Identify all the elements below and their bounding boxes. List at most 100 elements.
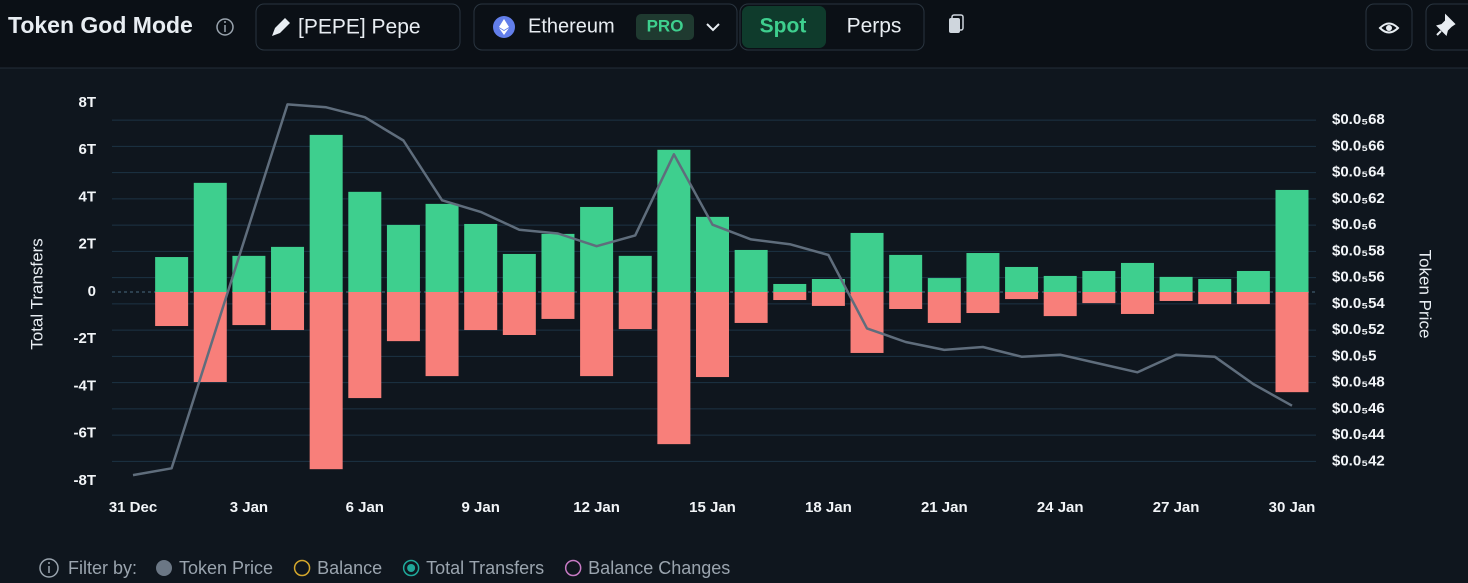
y2-axis-title: Token Price xyxy=(1416,250,1435,339)
y-tick-label: 6T xyxy=(78,141,96,158)
y2-tick-label: $0.0₅62 xyxy=(1332,190,1385,207)
bar xyxy=(348,292,382,399)
bar xyxy=(1005,266,1039,292)
bar xyxy=(193,182,227,292)
bar xyxy=(425,292,459,377)
bar xyxy=(502,253,536,292)
bar xyxy=(618,255,652,292)
filter-info xyxy=(39,558,59,578)
legend-label[interactable]: Balance Changes xyxy=(588,558,730,578)
x-tick-label: 30 Jan xyxy=(1269,499,1316,516)
bar xyxy=(1198,279,1232,292)
y-tick-label: -2T xyxy=(74,330,97,347)
legend-marker[interactable] xyxy=(156,560,173,576)
bar xyxy=(966,253,1000,292)
legend-label[interactable]: Token Price xyxy=(179,558,273,578)
bar xyxy=(1275,189,1309,292)
bar xyxy=(889,254,923,292)
bar xyxy=(1236,292,1270,305)
bar xyxy=(773,283,807,292)
bar xyxy=(386,224,420,292)
pin-button[interactable] xyxy=(1425,3,1468,51)
tab[interactable]: Spot xyxy=(760,15,807,38)
y2-tick-label: $0.0₅58 xyxy=(1332,242,1385,259)
y2-tick-label: $0.0₅64 xyxy=(1332,164,1385,181)
x-tick-label: 21 Jan xyxy=(921,499,968,516)
chain-selector[interactable]: Ethereum PRO xyxy=(473,3,738,51)
x-tick-label: 6 Jan xyxy=(346,499,384,516)
bar xyxy=(271,292,305,331)
legend-label[interactable]: Balance xyxy=(317,558,382,578)
bar xyxy=(1005,292,1039,300)
filter-label: Filter by: xyxy=(68,558,137,578)
x-tick-label: 12 Jan xyxy=(573,499,620,516)
bar xyxy=(1275,292,1309,393)
tab[interactable]: Perps xyxy=(847,15,902,38)
y2-tick-label: $0.0₅66 xyxy=(1332,137,1385,154)
pro-badge: PRO xyxy=(647,16,684,35)
legend-marker[interactable] xyxy=(564,559,582,577)
bar xyxy=(811,279,845,292)
bar xyxy=(1159,292,1193,301)
bar xyxy=(696,292,729,378)
bar xyxy=(502,292,536,335)
bar xyxy=(1159,276,1193,292)
x-tick-label: 9 Jan xyxy=(462,499,500,516)
legend-marker-dot xyxy=(407,564,416,572)
y2-tick-label: $0.0₅56 xyxy=(1332,269,1385,286)
legend-marker[interactable] xyxy=(293,559,311,577)
x-tick-label: 18 Jan xyxy=(805,499,852,516)
chain-name: Ethereum xyxy=(528,15,615,37)
bar xyxy=(541,233,575,292)
bar xyxy=(850,232,884,292)
copy-icon[interactable] xyxy=(949,14,964,33)
bar xyxy=(927,278,961,292)
bar xyxy=(657,292,691,445)
info-icon[interactable] xyxy=(216,18,234,36)
bar xyxy=(232,292,266,326)
bar xyxy=(155,292,189,327)
bar xyxy=(348,191,382,292)
bar xyxy=(734,249,768,292)
bar xyxy=(927,292,961,323)
bar xyxy=(1120,262,1154,292)
bar xyxy=(811,292,845,306)
active-tab xyxy=(742,6,826,48)
bar xyxy=(1198,292,1232,305)
y2-tick-label: $0.0₅5 xyxy=(1332,347,1376,364)
bar xyxy=(425,203,459,292)
x-tick-label: 3 Jan xyxy=(230,499,268,516)
y-tick-label: 4T xyxy=(78,188,96,205)
bar xyxy=(309,134,343,292)
bar xyxy=(541,292,575,319)
x-tick-label: 15 Jan xyxy=(689,499,736,516)
bar xyxy=(850,292,884,353)
page-title: Token God Mode xyxy=(8,12,193,38)
x-tick-label: 24 Jan xyxy=(1037,499,1084,516)
legend-marker[interactable] xyxy=(402,559,420,577)
watch-button[interactable] xyxy=(1365,3,1413,51)
y-tick-label: -6T xyxy=(74,425,97,442)
y-tick-label: -8T xyxy=(74,472,97,489)
legend-label[interactable]: Total Transfers xyxy=(426,558,544,578)
y2-tick-label: $0.0₅54 xyxy=(1332,295,1385,312)
y2-tick-label: $0.0₅42 xyxy=(1332,452,1385,469)
bar xyxy=(580,292,614,377)
market-tabs: Spot Perps xyxy=(739,3,925,51)
bar xyxy=(734,292,768,323)
y-tick-label: -4T xyxy=(74,377,97,394)
y-tick-label: 8T xyxy=(78,94,96,111)
bar xyxy=(966,292,1000,314)
token-selector[interactable]: [PEPE] Pepe xyxy=(255,3,461,51)
y-tick-label: 2T xyxy=(78,236,96,253)
y-axis-title: Total Transfers xyxy=(27,238,46,350)
bar xyxy=(193,292,227,383)
bar xyxy=(271,246,305,292)
bar xyxy=(1082,292,1116,304)
y-tick-label: 0 xyxy=(88,283,96,300)
bar xyxy=(618,292,652,330)
bar xyxy=(889,292,923,310)
y2-tick-label: $0.0₅48 xyxy=(1332,374,1385,391)
